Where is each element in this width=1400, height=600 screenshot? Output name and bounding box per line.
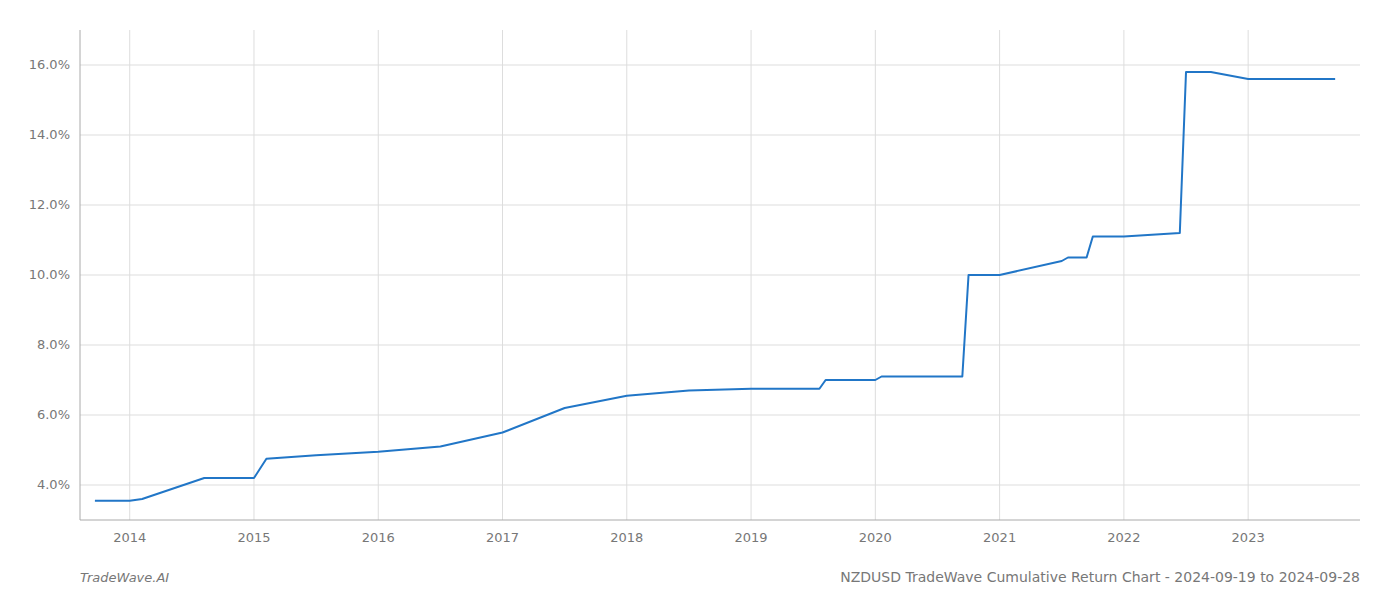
y-tick-label: 6.0% xyxy=(37,407,70,422)
y-grid-line xyxy=(80,135,1360,136)
x-grid-line xyxy=(129,30,130,520)
y-tick-label: 8.0% xyxy=(37,337,70,352)
y-grid-line xyxy=(80,345,1360,346)
x-tick-label: 2021 xyxy=(983,530,1016,545)
x-axis-line xyxy=(80,520,1360,521)
chart: 4.0% 6.0% 8.0% 10.0% 12.0% 14.0% 16.0% 2014 2015… xyxy=(0,0,1400,600)
y-grid-line xyxy=(80,65,1360,66)
axes: 4.0% 6.0% 8.0% 10.0% 12.0% 14.0% 16.0% 2014 2015… xyxy=(29,30,1360,545)
x-grid-line xyxy=(1248,30,1249,520)
x-tick-label: 2020 xyxy=(859,530,892,545)
x-tick-label: 2019 xyxy=(735,530,768,545)
y-grid-line xyxy=(80,275,1360,276)
y-grid-line xyxy=(80,415,1360,416)
x-grid-line xyxy=(378,30,379,520)
x-tick-label: 2022 xyxy=(1107,530,1140,545)
y-tick-label: 4.0% xyxy=(37,477,70,492)
x-grid-line xyxy=(626,30,627,520)
x-grid-line xyxy=(502,30,503,520)
x-tick-label: 2017 xyxy=(486,530,519,545)
y-grid-line xyxy=(80,205,1360,206)
x-grid-line xyxy=(1123,30,1124,520)
title: NZDUSD TradeWave Cumulative Return Chart… xyxy=(840,569,1360,585)
y-tick-label: 12.0% xyxy=(29,197,70,212)
footer-note: TradeWave.AI xyxy=(80,570,169,585)
x-tick-label: 2014 xyxy=(113,530,146,545)
x-grid-line xyxy=(253,30,254,520)
x-tick-label: 2018 xyxy=(610,530,643,545)
y-grid-line xyxy=(80,485,1360,486)
grid xyxy=(80,30,1360,520)
x-tick-label: 2023 xyxy=(1232,530,1265,545)
y-tick-label: 16.0% xyxy=(29,57,70,72)
x-tick-label: 2016 xyxy=(362,530,395,545)
y-axis-line xyxy=(80,30,81,520)
data-line xyxy=(95,72,1335,501)
x-tick-label: 2015 xyxy=(237,530,270,545)
x-grid-line xyxy=(875,30,876,520)
y-tick-label: 10.0% xyxy=(29,267,70,282)
x-grid-line xyxy=(751,30,752,520)
plot-area xyxy=(95,72,1335,501)
y-tick-label: 14.0% xyxy=(29,127,70,142)
